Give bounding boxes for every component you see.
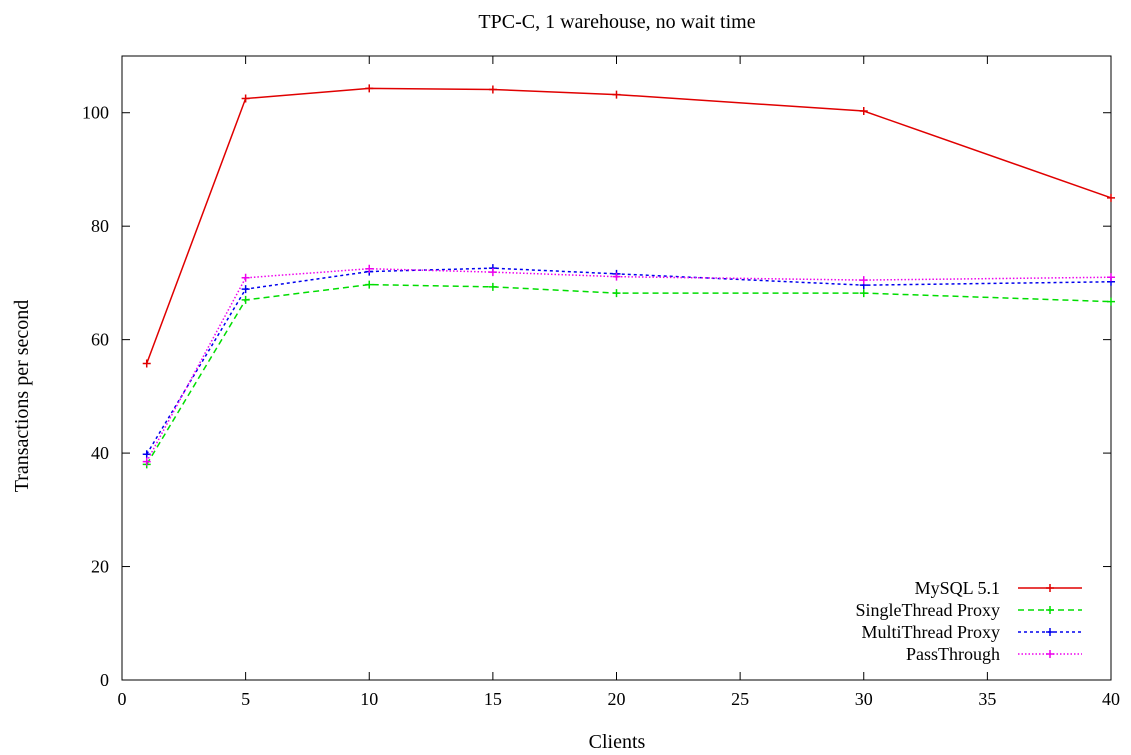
x-tick-label: 40 xyxy=(1102,689,1120,709)
x-tick-label: 0 xyxy=(118,689,127,709)
legend-label: MySQL 5.1 xyxy=(915,578,1000,598)
series-line xyxy=(146,87,1112,364)
data-point-marker xyxy=(241,94,250,103)
data-point-marker xyxy=(142,457,151,466)
data-point-marker xyxy=(365,280,374,289)
data-point-marker xyxy=(241,273,250,282)
series-line xyxy=(146,283,1112,465)
y-tick-label: 0 xyxy=(100,670,109,690)
y-tick-label: 100 xyxy=(82,103,109,123)
series-group xyxy=(142,84,1115,469)
data-point-marker xyxy=(1107,273,1115,282)
y-tick-label: 40 xyxy=(91,443,109,463)
chart-title: TPC-C, 1 warehouse, no wait time xyxy=(478,11,755,33)
data-point-marker xyxy=(142,359,151,368)
x-tick-label: 25 xyxy=(731,689,749,709)
legend-label: PassThrough xyxy=(906,644,1000,664)
data-point-marker xyxy=(1107,297,1115,306)
data-point-marker xyxy=(488,282,497,291)
y-tick-label: 60 xyxy=(91,330,109,350)
legend-label: MultiThread Proxy xyxy=(862,622,1000,642)
data-point-marker xyxy=(1107,193,1115,202)
data-point-marker xyxy=(365,84,374,93)
data-point-marker xyxy=(612,289,621,298)
x-tick-label: 20 xyxy=(608,689,626,709)
data-point-marker xyxy=(142,450,151,459)
y-axis-label: Transactions per second xyxy=(11,300,33,493)
data-point-marker xyxy=(859,107,868,116)
x-axis-label: Clients xyxy=(589,731,646,753)
series-line xyxy=(146,267,1112,462)
data-point-marker xyxy=(241,285,250,294)
data-point-marker xyxy=(612,90,621,99)
data-point-marker xyxy=(612,272,621,281)
x-tick-label: 15 xyxy=(484,689,502,709)
y-tick-label: 20 xyxy=(91,557,109,577)
axis-ticks: 0 5 10 15 20 25 30 35 40 0 20 40 60 80 100 xyxy=(82,56,1120,709)
y-tick-label: 80 xyxy=(91,216,109,236)
data-point-marker xyxy=(365,264,374,273)
data-point-marker xyxy=(488,85,497,94)
x-tick-label: 35 xyxy=(978,689,996,709)
legend-label: SingleThread Proxy xyxy=(856,600,1000,620)
data-point-marker xyxy=(859,276,868,285)
legend-marker xyxy=(1046,584,1054,592)
x-tick-label: 5 xyxy=(241,689,250,709)
data-point-marker xyxy=(488,268,497,277)
legend-marker xyxy=(1046,628,1054,636)
legend-marker xyxy=(1046,650,1054,658)
data-point-marker xyxy=(859,289,868,298)
data-point-marker xyxy=(241,295,250,304)
x-tick-label: 30 xyxy=(855,689,873,709)
x-tick-label: 10 xyxy=(360,689,378,709)
legend-marker xyxy=(1046,606,1054,614)
